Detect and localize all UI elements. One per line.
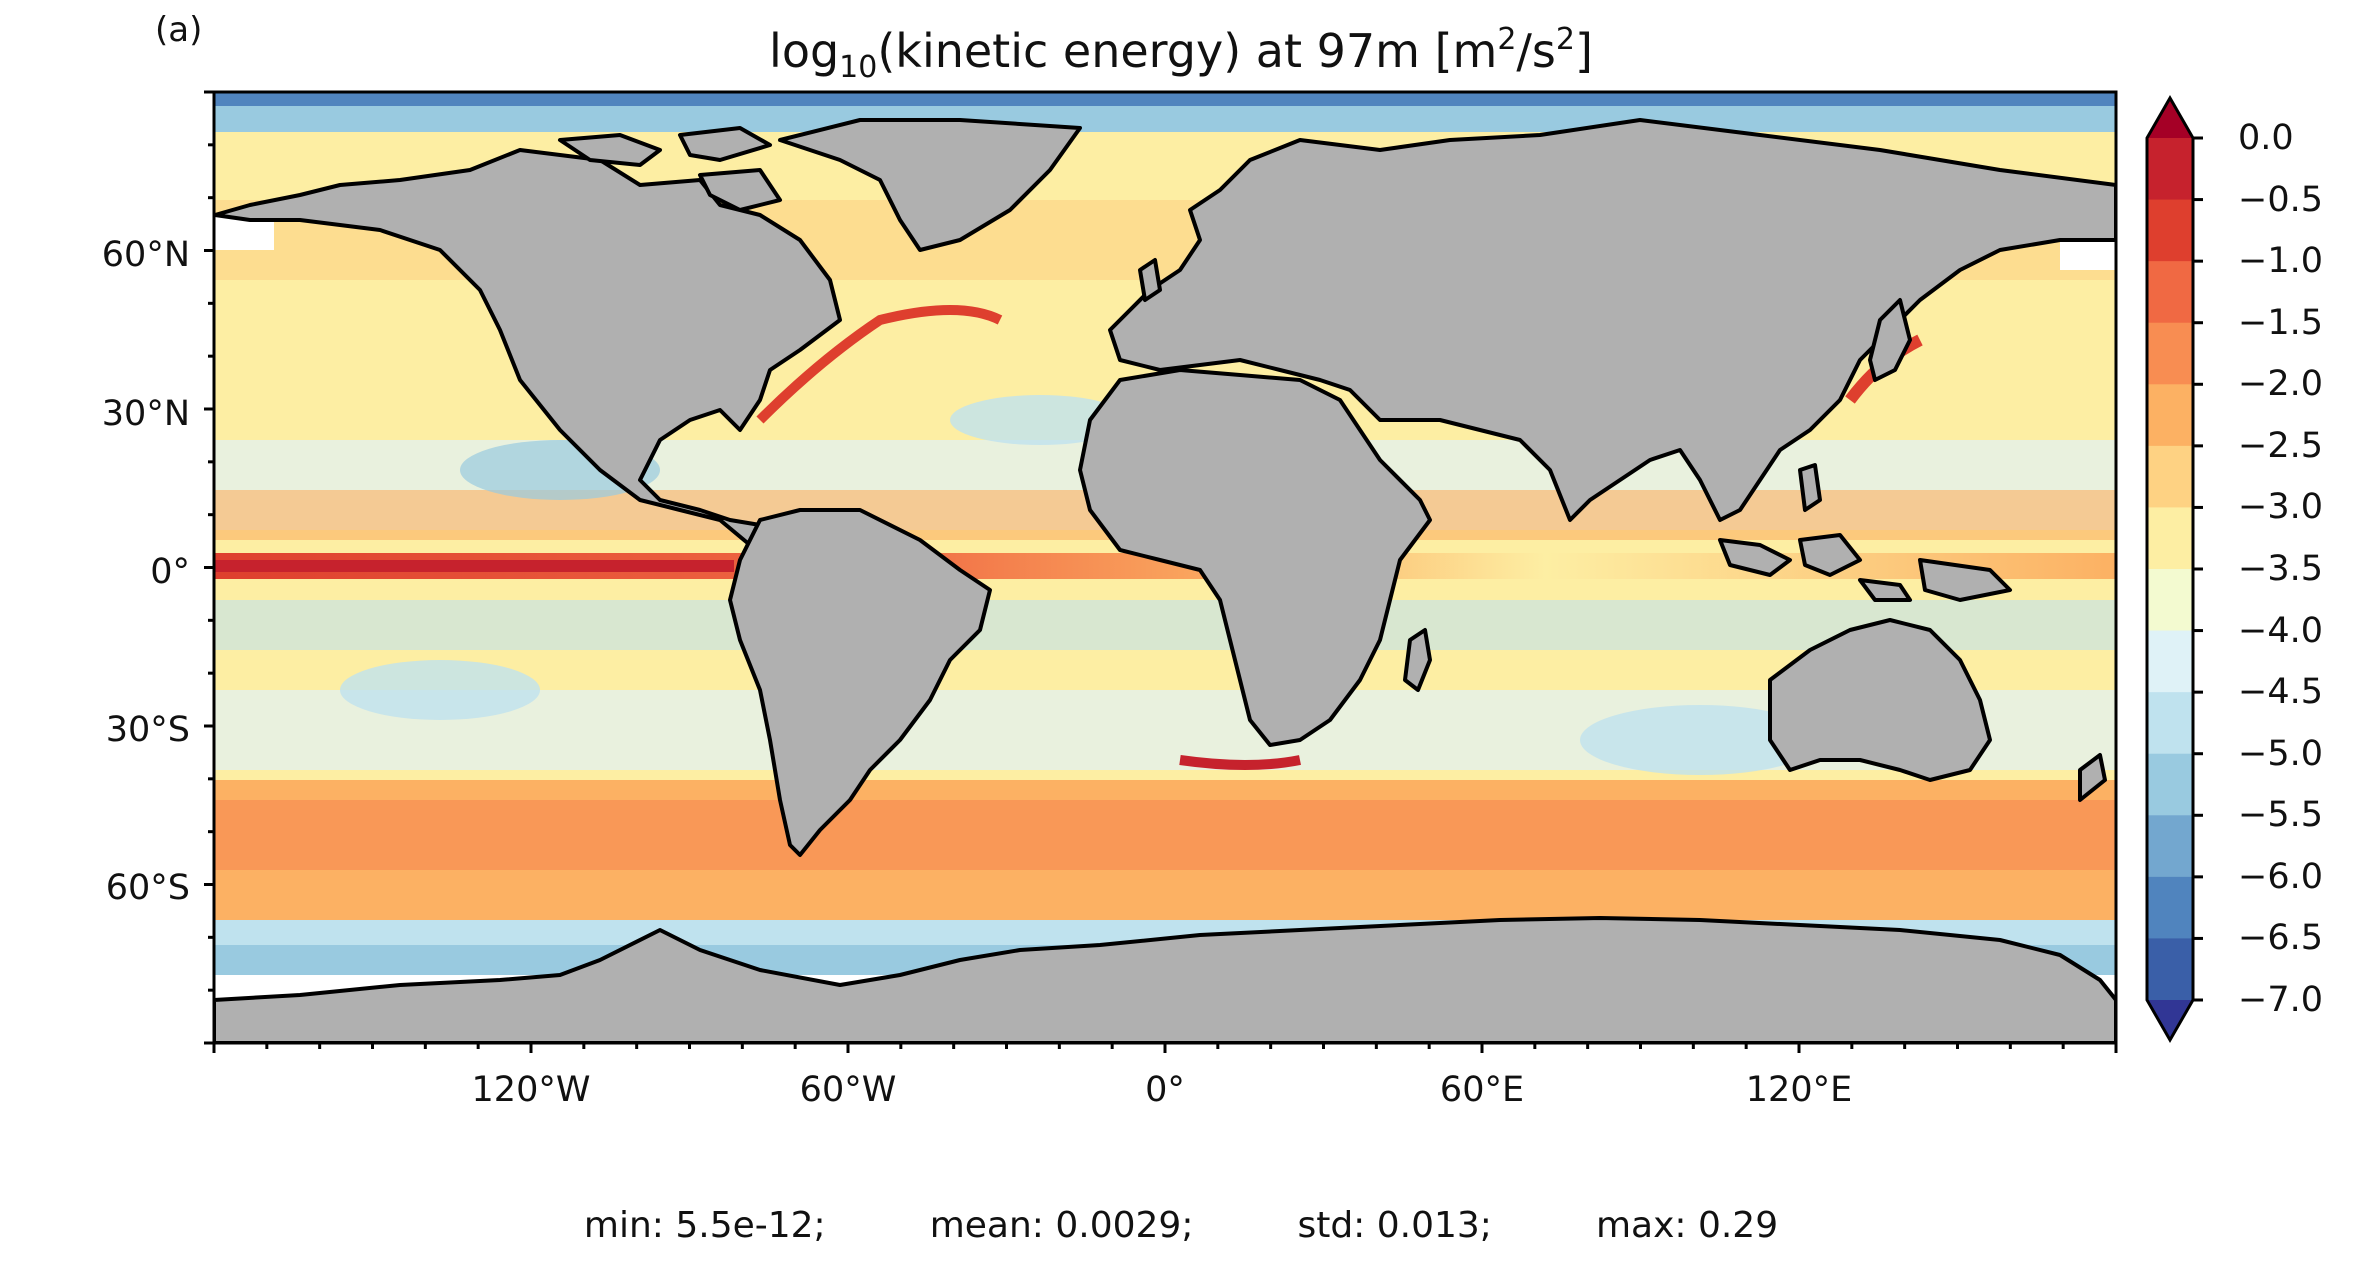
colorbar-tick-label: −5.0 [2238, 733, 2323, 774]
stat-mean: mean: 0.0029; [929, 1205, 1194, 1246]
colorbar-segment [2147, 569, 2193, 632]
land-masses [214, 118, 2116, 1043]
british-isles [1138, 258, 1162, 302]
colorbar-tick-label: −4.0 [2238, 610, 2323, 651]
colorbar-tick-label: −3.0 [2238, 487, 2323, 528]
colorbar-extend-min [2147, 1000, 2193, 1040]
lat-label-60n: 60°N [101, 235, 190, 275]
colorbar-tick-label: −1.0 [2238, 241, 2323, 282]
madagascar [1403, 628, 1432, 692]
lon-label-120w: 120°W [471, 1070, 591, 1110]
lat-label-30n: 30°N [101, 394, 190, 434]
lat-label-60s: 60°S [105, 868, 190, 908]
colorbar-tick-label: −1.5 [2238, 302, 2323, 343]
stat-max: max: 0.29 [1595, 1205, 1779, 1246]
australia [1768, 618, 1992, 782]
stat-std: std: 0.013; [1297, 1205, 1492, 1246]
colorbar-tick-label: −7.0 [2238, 980, 2323, 1020]
colorbar-tick-label: −5.5 [2238, 795, 2323, 836]
colorbar-tick-label: −6.0 [2238, 856, 2323, 897]
colorbar-segment [2147, 753, 2193, 816]
colorbar-segment [2147, 384, 2193, 447]
lon-label-60w: 60°W [799, 1070, 897, 1110]
colorbar-segment [2147, 445, 2193, 508]
colorbar-extend-max [2147, 98, 2193, 138]
panel-label: (a) [155, 10, 203, 50]
colorbar [2145, 94, 2203, 1044]
greenland [778, 118, 1082, 252]
lat-label-30s: 30°S [105, 710, 190, 750]
stats-line: min: 5.5e-12; mean: 0.0029; std: 0.013; max… [0, 1205, 2362, 1246]
colorbar-tick-label: 0.0 [2238, 118, 2294, 158]
colorbar-segment [2147, 630, 2193, 693]
colorbar-segment [2147, 261, 2193, 324]
colorbar-tick-label: −2.0 [2238, 364, 2323, 405]
africa [1078, 368, 1432, 747]
colorbar-segment [2147, 938, 2193, 1001]
axis-ticks [204, 90, 2118, 1053]
south-america [728, 508, 992, 857]
colorbar-segment [2147, 138, 2193, 201]
lon-label-0: 0° [1145, 1070, 1185, 1110]
colorbar-tick-label: −3.5 [2238, 549, 2323, 589]
indonesia [1718, 538, 1792, 577]
colorbar-tick-label: −6.5 [2238, 918, 2323, 959]
lon-label-60e: 60°E [1439, 1070, 1525, 1110]
eurasia [1108, 118, 2116, 522]
canadian-islands [558, 133, 662, 167]
new-zealand [2078, 753, 2107, 802]
lat-label-0: 0° [150, 552, 190, 592]
colorbar-tick-label: −2.5 [2238, 425, 2323, 466]
colorbar-segment [2147, 815, 2193, 878]
japan [1868, 298, 1912, 382]
colorbar-tick-label: −0.5 [2238, 179, 2323, 220]
antarctica [214, 916, 2116, 1043]
colorbar-segment [2147, 322, 2193, 385]
colorbar-segment [2147, 876, 2193, 939]
figure-title: log10(kinetic energy) at 97m [m2/s2] [769, 22, 1593, 85]
colorbar-segment [2147, 507, 2193, 570]
colorbar-segment [2147, 692, 2193, 755]
stat-min: min: 5.5e-12; [583, 1205, 826, 1246]
lon-label-120e: 120°E [1745, 1070, 1853, 1110]
colorbar-segment [2147, 199, 2193, 262]
colorbar-tick-label: −4.5 [2238, 672, 2323, 713]
